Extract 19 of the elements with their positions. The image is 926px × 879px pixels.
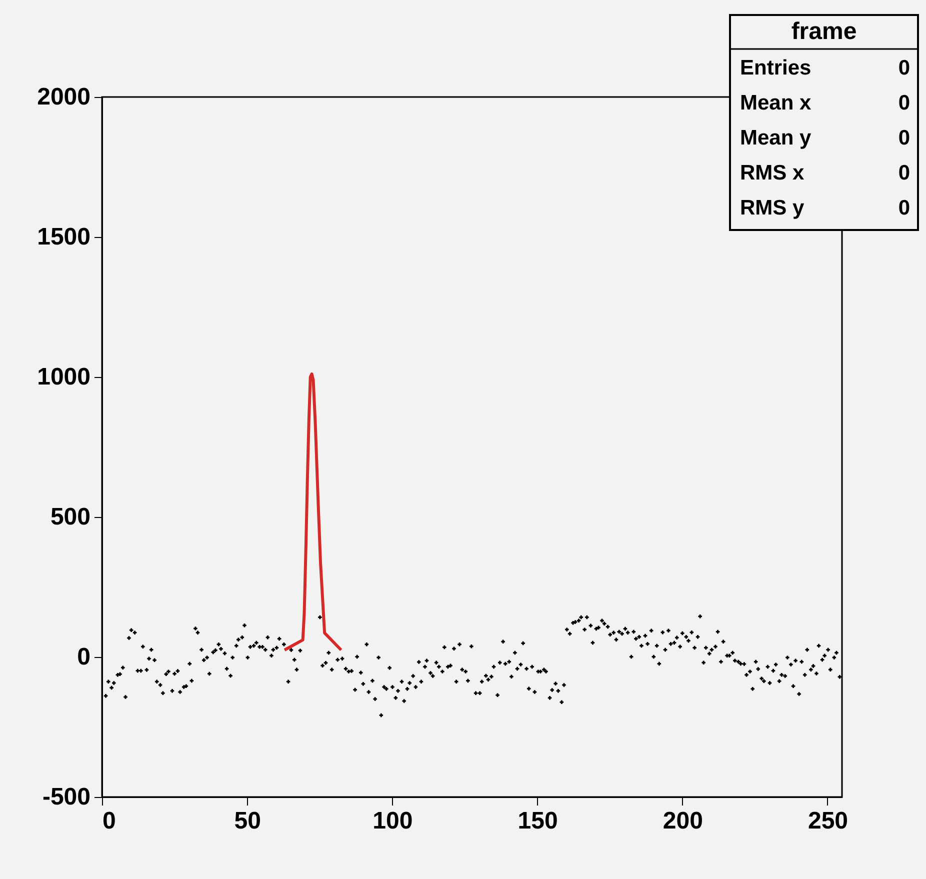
x-tick-label: 250 <box>808 808 848 834</box>
y-tick-label: 1000 <box>37 364 90 390</box>
line-series <box>283 372 343 652</box>
x-tick-label: 100 <box>372 808 413 834</box>
x-tick-label: 150 <box>518 808 558 834</box>
text: frame <box>791 18 857 45</box>
y-tick-label: 500 <box>50 504 90 530</box>
x-tick-label: 0 <box>102 808 116 834</box>
x-tick-label: 200 <box>662 808 703 834</box>
y-tick-label: -500 <box>42 784 90 810</box>
x-tick-label: 50 <box>234 808 261 834</box>
text: Mean x 0 <box>740 92 910 114</box>
text: RMS y 0 <box>740 196 910 220</box>
text: RMS x 0 <box>740 162 910 184</box>
text: Entries 0 <box>740 56 910 80</box>
y-tick-label: 2000 <box>37 84 90 110</box>
y-tick-label: 1500 <box>37 224 90 250</box>
text: Mean y 0 <box>740 126 910 150</box>
y-tick-label: 0 <box>77 644 90 670</box>
